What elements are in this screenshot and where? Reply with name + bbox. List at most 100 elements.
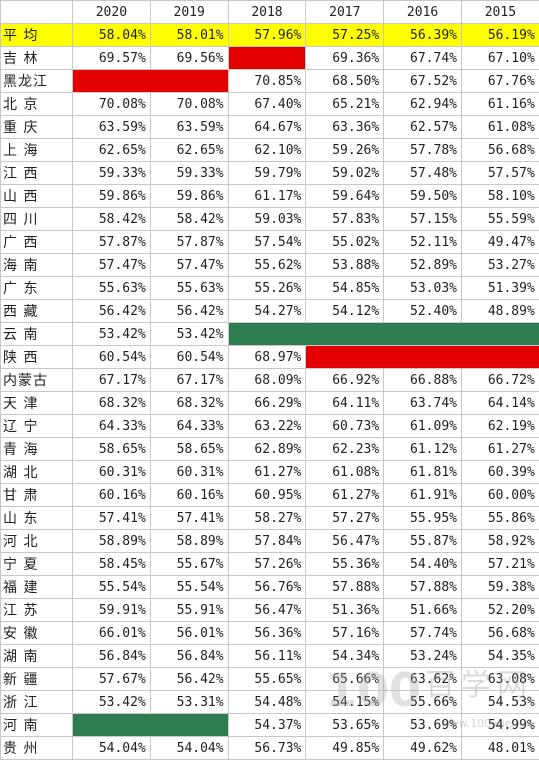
value-cell: 57.88% [384, 576, 462, 599]
province-cell: 广 西 [1, 231, 73, 254]
province-cell: 福 建 [1, 576, 73, 599]
value-cell: 58.89% [73, 530, 151, 553]
value-cell: 63.74% [384, 392, 462, 415]
province-cell: 海 南 [1, 254, 73, 277]
value-cell: 60.31% [73, 461, 151, 484]
province-cell: 甘 肃 [1, 484, 73, 507]
highlight-block [228, 323, 539, 346]
value-cell: 54.85% [306, 277, 384, 300]
province-cell: 安 徽 [1, 622, 73, 645]
value-cell: 68.50% [306, 70, 384, 93]
value-cell: 54.04% [73, 737, 151, 760]
province-cell: 青 海 [1, 438, 73, 461]
value-cell: 61.12% [384, 438, 462, 461]
value-cell: 59.03% [228, 208, 306, 231]
value-cell: 58.89% [150, 530, 228, 553]
value-cell: 51.66% [384, 599, 462, 622]
province-cell: 河 北 [1, 530, 73, 553]
value-cell: 66.29% [228, 392, 306, 415]
value-cell: 54.99% [461, 714, 539, 737]
value-cell: 70.08% [73, 93, 151, 116]
value-cell: 64.67% [228, 116, 306, 139]
value-cell: 62.23% [306, 438, 384, 461]
value-cell: 61.16% [461, 93, 539, 116]
value-cell: 68.32% [73, 392, 151, 415]
value-cell: 59.79% [228, 162, 306, 185]
value-cell: 57.47% [150, 254, 228, 277]
value-cell: 53.31% [150, 691, 228, 714]
value-cell: 57.21% [461, 553, 539, 576]
value-cell: 60.54% [150, 346, 228, 369]
value-cell: 57.15% [384, 208, 462, 231]
value-cell: 67.10% [461, 47, 539, 70]
province-cell: 江 西 [1, 162, 73, 185]
value-cell: 53.42% [150, 323, 228, 346]
value-cell: 58.42% [73, 208, 151, 231]
value-cell: 52.89% [384, 254, 462, 277]
value-cell: 55.66% [384, 691, 462, 714]
value-cell: 66.72% [461, 369, 539, 392]
year-header: 2015 [461, 1, 539, 24]
province-cell: 新 疆 [1, 668, 73, 691]
year-header: 2020 [73, 1, 151, 24]
value-cell: 52.40% [384, 300, 462, 323]
value-cell: 53.27% [461, 254, 539, 277]
value-cell: 56.47% [306, 530, 384, 553]
value-cell: 65.66% [306, 668, 384, 691]
value-cell: 67.17% [150, 369, 228, 392]
value-cell: 56.47% [228, 599, 306, 622]
value-cell: 62.65% [73, 139, 151, 162]
value-cell: 57.47% [73, 254, 151, 277]
highlight-block [73, 70, 229, 93]
value-cell: 57.96% [228, 24, 306, 47]
value-cell: 57.54% [228, 231, 306, 254]
value-cell: 54.27% [228, 300, 306, 323]
value-cell: 64.33% [150, 415, 228, 438]
value-cell: 53.03% [384, 277, 462, 300]
value-cell: 54.37% [228, 714, 306, 737]
value-cell: 56.01% [150, 622, 228, 645]
value-cell: 54.48% [228, 691, 306, 714]
value-cell: 67.17% [73, 369, 151, 392]
value-cell: 61.91% [384, 484, 462, 507]
value-cell: 55.87% [384, 530, 462, 553]
province-cell: 湖 北 [1, 461, 73, 484]
province-cell: 吉 林 [1, 47, 73, 70]
value-cell: 60.54% [73, 346, 151, 369]
value-cell: 57.16% [306, 622, 384, 645]
value-cell: 63.59% [73, 116, 151, 139]
value-cell: 53.24% [384, 645, 462, 668]
province-cell: 宁 夏 [1, 553, 73, 576]
value-cell: 57.88% [306, 576, 384, 599]
value-cell: 62.89% [228, 438, 306, 461]
province-cell: 平 均 [1, 24, 73, 47]
value-cell: 49.85% [306, 737, 384, 760]
province-cell: 辽 宁 [1, 415, 73, 438]
value-cell: 52.11% [384, 231, 462, 254]
value-cell: 56.68% [461, 622, 539, 645]
value-cell: 69.36% [306, 47, 384, 70]
value-cell: 59.26% [306, 139, 384, 162]
value-cell: 63.22% [228, 415, 306, 438]
value-cell: 56.68% [461, 139, 539, 162]
value-cell: 62.19% [461, 415, 539, 438]
value-cell: 70.85% [228, 70, 306, 93]
value-cell: 57.83% [306, 208, 384, 231]
value-cell: 55.62% [228, 254, 306, 277]
value-cell: 58.42% [150, 208, 228, 231]
